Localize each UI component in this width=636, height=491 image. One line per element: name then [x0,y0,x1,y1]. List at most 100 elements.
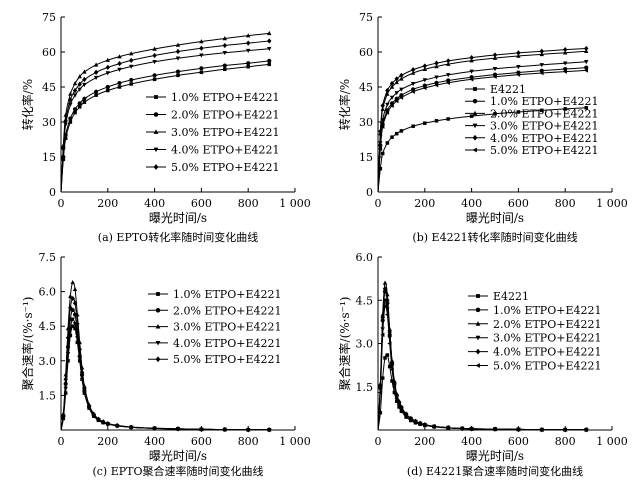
chart-a-data-point [77,81,82,87]
chart-d-data-point [387,364,392,369]
chart-b-x-tick-label: 1 000 [596,197,628,210]
chart-b-legend-label: 3.0% ETPO+E4221 [490,120,598,133]
chart-c-data-point [175,426,181,432]
chart-a-data-point [267,38,272,44]
chart-a-data-point [246,61,251,66]
chart-c-data-point [79,369,85,375]
chart-b-data-point [410,70,416,75]
chart-d-legend-marker [475,348,481,355]
chart-c-y-tick-label: 6.0 [39,286,57,299]
chart-a-data-point [72,93,78,98]
chart-a-data-point [152,60,157,65]
chart-a-data-point [117,85,122,89]
chart-d-data-point [384,312,390,317]
chart-d-data-point [422,422,427,428]
chart-c-data-point [61,412,66,418]
chart-b-data-point [539,48,544,54]
chart-b-data-point [446,117,450,121]
chart-b-data-point [399,129,404,133]
chart-d-data-point [399,409,404,414]
chart-d-legend-label: 1.0% ETPO+E4221 [493,304,601,317]
chart-d-y-axis-label: 聚合速率/(%·s⁻¹) [337,297,352,391]
chart-d-data-point [380,332,385,338]
chart-c-y-axis-label: 聚合速率/(%·s⁻¹) [20,297,35,391]
chart-b-data-point [380,103,385,109]
chart-d-data-point [431,424,436,429]
chart-a-data-point [61,145,66,151]
chart-d-x-tick-label: 400 [461,435,482,448]
chart-a-data-point [222,36,227,41]
chart-a-data-point [246,40,251,46]
chart-a-legend-marker [153,164,159,170]
chart-b-data-point [384,110,390,115]
chart-d-data-point [377,390,383,395]
chart-a-data-point [68,97,73,103]
chart-b-data-point [563,61,568,66]
chart-b-x-tick-label: 400 [461,197,482,210]
chart-c-data-point [65,335,71,341]
chart-b-data-point [446,58,451,64]
chart-d-data-point [382,303,387,309]
chart-a-legend-marker [153,129,159,134]
chart-c-legend-marker [155,356,161,363]
chart-b-data-point [399,87,404,92]
chart-c-legend-label: 1.0% ETPO+E4221 [173,288,281,301]
chart-c-legend-marker [155,323,161,329]
chart-d-data-point [562,427,567,432]
chart-a-data-point [72,107,78,112]
chart-c-data-point [68,326,73,331]
chart-d-legend-label: 3.0% ETPO+E4221 [493,332,601,345]
chart-b-legend-label: 5.0% ETPO+E4221 [490,144,598,157]
chart-b-data-point [539,63,544,68]
chart-b-legend-label: 1.0% ETPO+E4221 [490,95,598,108]
chart-b-data-point [389,103,394,108]
chart-a-data-point [94,89,99,94]
chart-a-data-point [246,64,250,69]
chart-b-y-tick-label: 75 [359,11,373,24]
chart-d-data-point [469,426,474,432]
chart-c-data-point [63,376,68,382]
chart-b-data-point [515,72,521,77]
chart-d-data-point [385,353,390,357]
chart-a-legend-label: 1.0% ETPO+E4221 [171,91,279,104]
chart-c-data-point [68,293,73,298]
chart-c-x-tick-label: 0 [58,435,65,448]
chart-a-y-tick-label: 30 [42,116,56,129]
chart-c-data-point [222,426,227,433]
chart-b-y-tick-label: 0 [366,186,373,199]
chart-b-data-point [380,124,385,129]
chart-c-data-point [199,426,204,432]
chart-b-y-tick-label: 30 [359,116,373,129]
chart-a-data-point [72,87,78,94]
chart-c-data-point [105,421,110,427]
chart-a-data-point [68,91,73,96]
chart-b-data-point [434,119,439,123]
chart-c-data-point [129,424,134,430]
chart-a-data-point [199,39,204,44]
chart-a-legend-label: 5.0% ETPO+E4221 [171,161,279,174]
chart-b-x-tick-label: 600 [508,197,529,210]
chart-a-data-point [105,84,110,90]
chart-a-x-axis-label: 曝光时间/s [149,211,207,225]
chart-c-legend-label: 5.0% ETPO+E4221 [173,353,281,366]
chart-c-data-point [72,300,78,306]
chart-c-y-tick-label: 4.5 [39,320,57,333]
chart-b-data-point [492,74,497,79]
chart-d-legend-marker [476,294,480,298]
chart-a-y-tick-label: 45 [42,81,56,94]
chart-b-data-point [380,151,385,156]
chart-b-data-point [584,60,589,65]
chart-a-legend-marker [153,147,159,153]
chart-a-data-point [246,33,251,38]
chart-b-data-point [410,81,416,87]
chart-b-legend-marker [472,98,478,104]
chart-d-data-point [417,421,422,426]
chart-a-data-point [63,136,68,141]
chart-a-legend-label: 2.0% ETPO+E4221 [171,109,279,122]
chart-a-data-point [129,57,134,64]
chart-a-data-point [77,105,82,109]
chart-d: 0 200 400 600 800 1 000 1.5 3.0 4.5 6.0 曝光时间/s 聚合速率… [337,251,628,478]
chart-a-data-point [199,53,204,58]
chart-d-caption: (d) E4221聚合速率随时间变化曲线 [407,464,583,478]
chart-a-data-point [82,69,87,74]
